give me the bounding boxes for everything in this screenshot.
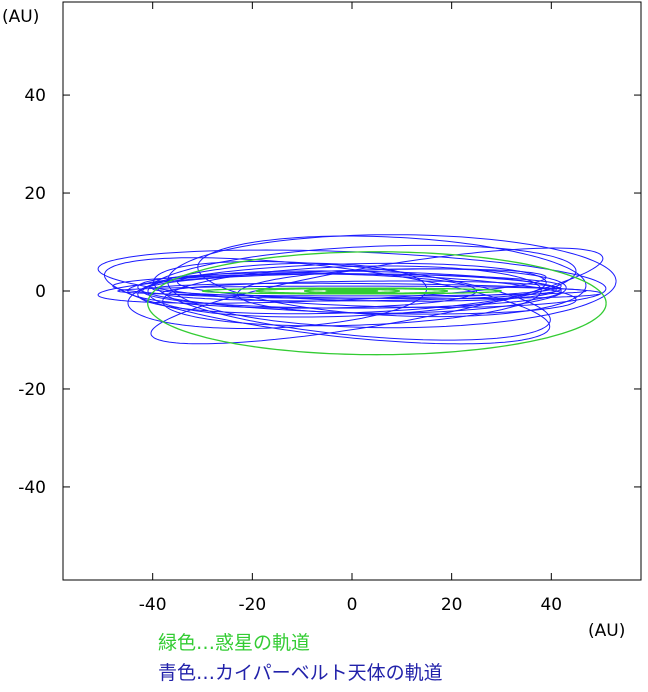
x-tick-label: 0	[347, 595, 358, 615]
y-tick-label: 40	[24, 86, 46, 106]
kbo-orbit	[137, 272, 577, 315]
kbo-orbit	[127, 262, 428, 329]
planet-orbit	[255, 287, 449, 295]
kbo-orbit	[150, 247, 604, 345]
kbo-orbit	[197, 235, 587, 318]
kbo-orbit	[137, 262, 547, 315]
planet-orbit	[304, 288, 400, 294]
kbo-orbit	[117, 285, 587, 297]
y-tick-label: 0	[35, 282, 46, 302]
x-tick-label: 40	[540, 595, 562, 615]
x-unit-label: (AU)	[588, 621, 625, 641]
kbo-orbit	[112, 273, 562, 299]
x-tick-label: -20	[238, 595, 266, 615]
orbit-paths	[97, 234, 617, 356]
legend-planet-orbits: 緑色…惑星の軌道	[158, 632, 311, 654]
y-tick-label: -40	[18, 478, 46, 498]
kbo-orbit	[167, 234, 617, 329]
planet-orbit	[325, 289, 379, 293]
axis-ticks: -40 -20 0 20 40 40 20 0 -20 -40	[18, 2, 641, 615]
legend-kbo-orbits: 青色…カイパーベルト天体の軌道	[158, 662, 443, 684]
x-tick-label: -40	[139, 595, 167, 615]
y-tick-label: -20	[18, 380, 46, 400]
kbo-orbit	[104, 257, 551, 345]
kbo-orbit	[97, 249, 607, 308]
kbo-orbit	[162, 265, 542, 327]
x-tick-label: 20	[441, 595, 463, 615]
kbo-orbit	[127, 273, 478, 309]
y-unit-label: (AU)	[2, 7, 39, 27]
planet-orbit	[201, 287, 502, 295]
kbo-orbit	[153, 261, 551, 341]
planet-orbit	[147, 251, 607, 356]
kbo-orbit	[177, 270, 557, 302]
y-tick-label: 20	[24, 184, 46, 204]
kbo-orbit	[147, 244, 577, 318]
